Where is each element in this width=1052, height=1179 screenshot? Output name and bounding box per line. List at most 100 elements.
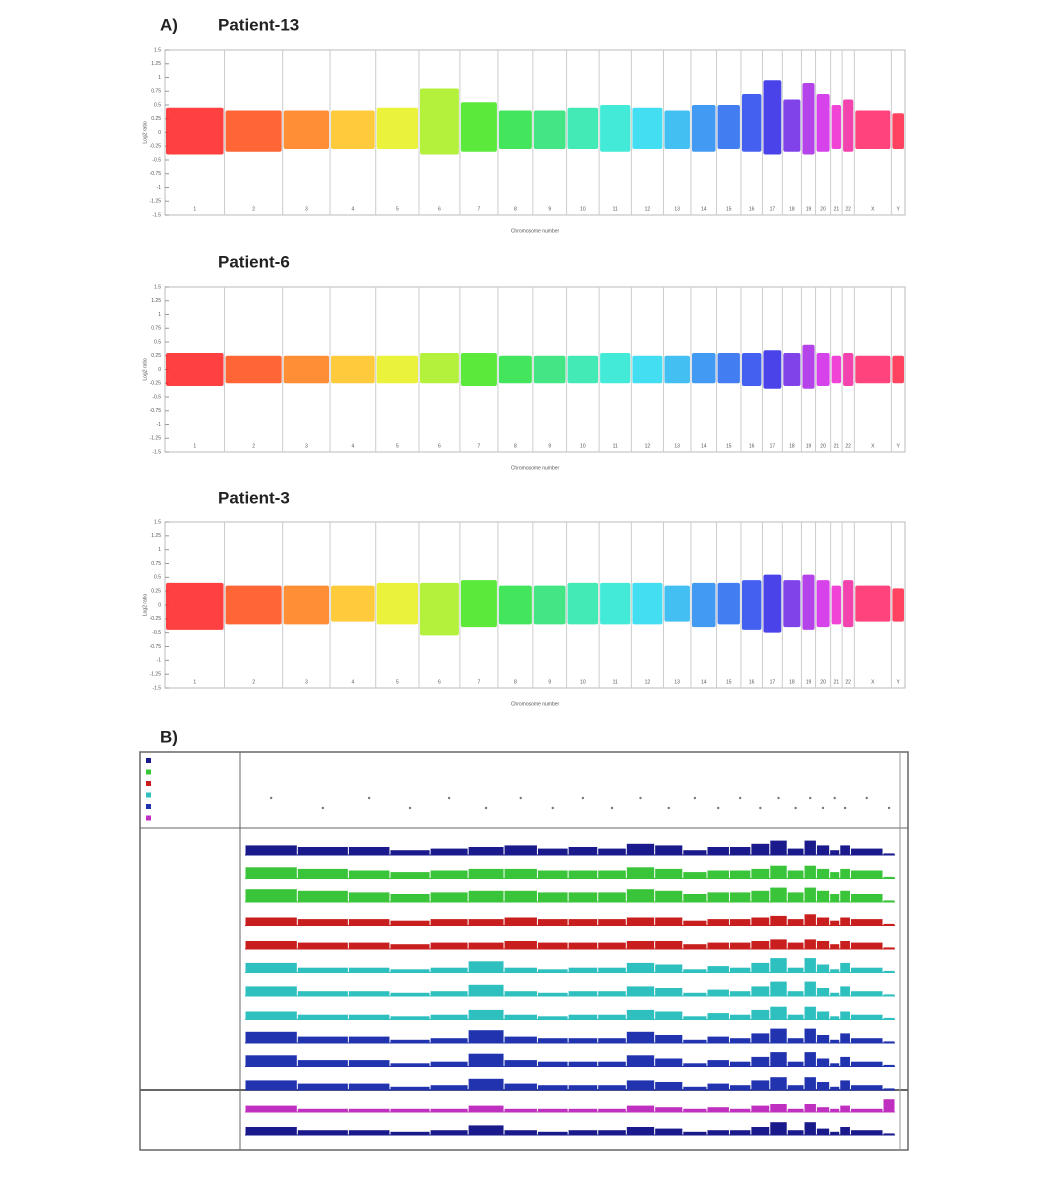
track-bar <box>297 868 348 879</box>
track-bar <box>816 1082 830 1090</box>
track-bar <box>770 840 787 855</box>
track-bar <box>598 892 626 902</box>
ideogram-dot <box>321 806 325 810</box>
track-bar <box>245 917 297 926</box>
track-bar <box>804 1052 816 1067</box>
track-bar <box>850 967 883 973</box>
track-bar <box>751 843 770 855</box>
track-bar <box>504 1083 537 1090</box>
chromosome-range <box>331 585 375 622</box>
track-bar <box>804 981 816 996</box>
chromosome-range <box>498 110 532 149</box>
track-bar <box>683 992 707 996</box>
y-tick-label: 0 <box>158 130 161 136</box>
chromosome-range <box>600 105 631 152</box>
track-bar <box>770 1052 787 1067</box>
track-bar <box>883 947 895 949</box>
track-bar <box>568 847 598 855</box>
chromosome-range <box>225 110 282 152</box>
chart-title: Patient-3 <box>218 488 290 507</box>
x-tick-label: 2 <box>252 679 255 685</box>
track-bar <box>770 865 787 879</box>
y-tick-label: 1.5 <box>154 519 161 525</box>
track-bar <box>468 942 504 949</box>
y-tick-label: -0.5 <box>152 630 161 636</box>
chromosome-range <box>816 353 830 386</box>
track-bar <box>626 1080 655 1090</box>
y-tick-label: 0 <box>158 602 161 608</box>
panel-label: B) <box>160 727 178 746</box>
track-bar <box>683 1131 707 1135</box>
track-bar <box>830 1063 840 1067</box>
x-tick-label: 19 <box>806 443 812 449</box>
track-bar <box>816 890 830 902</box>
track-bar <box>883 970 895 973</box>
track-bar <box>626 1031 655 1043</box>
y-tick-label: -1.5 <box>152 449 161 455</box>
x-tick-label: 5 <box>396 679 399 685</box>
chromosome-range <box>283 355 330 384</box>
track-bar <box>729 892 751 902</box>
x-tick-label: 14 <box>701 443 707 449</box>
y-tick-label: -1.5 <box>152 685 161 691</box>
chromosome-range <box>420 582 459 636</box>
track-bar <box>751 1127 770 1135</box>
track-bar <box>348 942 390 949</box>
track-bar <box>830 1108 840 1112</box>
track-bar <box>683 1086 707 1090</box>
y-tick-label: -0.75 <box>150 644 162 650</box>
track-bar <box>729 1014 751 1020</box>
track-bar <box>751 986 770 996</box>
track-bar <box>626 1127 655 1135</box>
track-bar <box>840 917 850 926</box>
track-bar <box>840 1080 850 1090</box>
track-bar <box>297 1036 348 1043</box>
track-bar <box>787 967 804 973</box>
chromosome-range <box>831 355 842 384</box>
track-bar <box>707 892 729 902</box>
track-bar <box>430 942 468 949</box>
chromosome-range <box>225 355 282 384</box>
track-bar <box>770 958 787 973</box>
track-bar <box>840 1127 850 1135</box>
track-bar <box>883 1088 895 1090</box>
chromosome-range <box>831 105 842 149</box>
track-bar <box>568 870 598 879</box>
x-tick-label: 21 <box>834 206 840 212</box>
chromosome-range <box>283 585 330 625</box>
x-tick-label: 8 <box>514 679 517 685</box>
y-axis-label: Log2 ratio <box>142 121 148 143</box>
track-bar <box>850 991 883 996</box>
chromosome-range <box>376 582 419 625</box>
chromosome-range <box>166 107 224 155</box>
track-bar <box>348 991 390 996</box>
x-tick-label: 18 <box>789 206 795 212</box>
track-bar <box>707 919 729 926</box>
x-tick-label: 13 <box>674 206 680 212</box>
track-bar <box>883 876 895 879</box>
track-bar <box>598 1014 626 1020</box>
x-tick-label: 21 <box>834 679 840 685</box>
chromosome-range <box>632 582 663 625</box>
chromosome-range <box>225 585 282 625</box>
track-bar <box>568 919 598 926</box>
track-bar <box>626 986 655 996</box>
track-bar <box>770 939 787 949</box>
track-bar <box>430 1061 468 1067</box>
track-bar <box>816 1128 830 1135</box>
track-bar <box>390 969 430 973</box>
x-tick-label: 16 <box>749 443 755 449</box>
track-bar <box>598 1061 626 1067</box>
track-bar <box>537 1061 568 1067</box>
track-bar <box>390 1063 430 1067</box>
y-tick-label: 0.25 <box>151 588 161 594</box>
x-tick-label: X <box>871 443 875 449</box>
track-bar <box>568 892 598 902</box>
track-bar <box>770 1006 787 1020</box>
track-bar <box>850 1014 883 1020</box>
chromosome-range <box>331 110 375 149</box>
chromosome-range <box>741 94 762 152</box>
ideogram-dot <box>821 806 825 810</box>
x-tick-label: Y <box>897 443 901 449</box>
ideogram-dot <box>865 796 868 800</box>
